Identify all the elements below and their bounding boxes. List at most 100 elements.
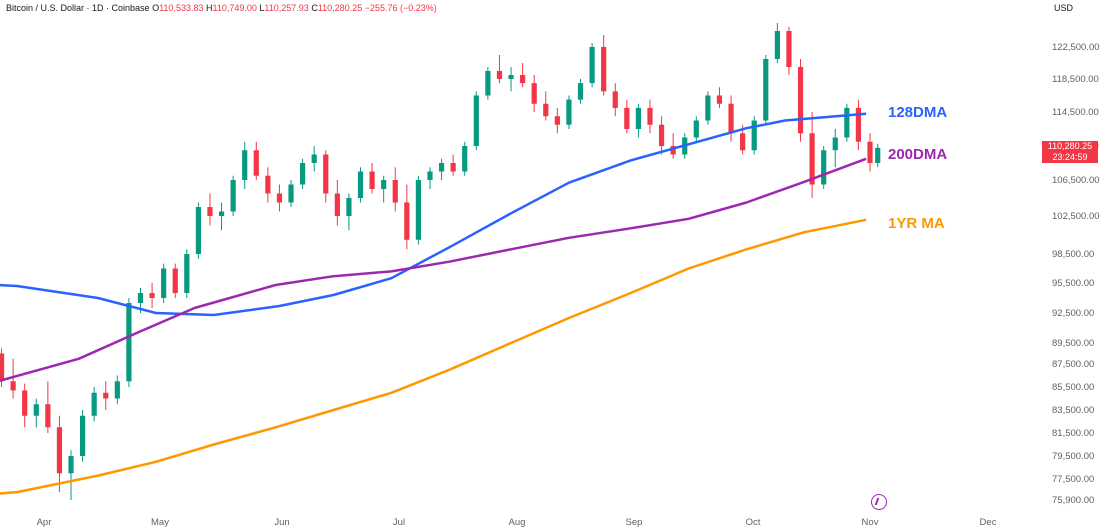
- candle: [670, 133, 676, 159]
- candle-body: [554, 116, 560, 125]
- candle-body: [716, 95, 723, 104]
- candle: [126, 298, 132, 387]
- candle: [647, 99, 653, 134]
- currency-label[interactable]: USD: [1054, 3, 1074, 13]
- candle: [728, 95, 734, 142]
- candle-body: [45, 404, 51, 428]
- candle-body: [137, 293, 144, 303]
- ma-line-3: [0, 218, 867, 495]
- candle-body: [300, 163, 306, 185]
- replay-icon[interactable]: [871, 494, 887, 510]
- candle-body: [635, 107, 642, 129]
- candle: [300, 158, 306, 189]
- candle: [10, 358, 16, 399]
- y-tick-label: 83,500.00: [1052, 405, 1094, 416]
- candle-body: [91, 392, 97, 416]
- candle-body: [751, 120, 757, 151]
- candle-body: [323, 154, 329, 194]
- candle: [508, 67, 514, 92]
- candle: [415, 175, 422, 245]
- candle-body: [763, 59, 769, 121]
- high-value: 110,749.00: [212, 3, 257, 13]
- candle: [357, 167, 364, 203]
- candle-body: [670, 146, 676, 155]
- candle: [253, 141, 259, 180]
- candle-body: [589, 47, 595, 84]
- candle: [427, 167, 433, 189]
- candle: [22, 383, 28, 428]
- change-value: −255.76 (−0.23%): [364, 3, 437, 13]
- candle-body: [392, 180, 398, 203]
- candle-body: [172, 268, 178, 293]
- bar-countdown: 23:24:59: [1052, 152, 1088, 162]
- candle: [566, 95, 572, 129]
- candle: [103, 381, 109, 410]
- candle-body: [797, 67, 804, 134]
- y-tick-label: 102,500.00: [1052, 211, 1100, 222]
- candle: [265, 167, 271, 203]
- candle-body: [184, 254, 190, 293]
- candle-body: [311, 154, 317, 163]
- x-tick-label: Nov: [862, 517, 879, 528]
- candle-body: [230, 180, 236, 212]
- candle-body: [207, 207, 213, 216]
- x-tick-label: Sep: [626, 517, 643, 528]
- candle-body: [450, 163, 456, 172]
- candle: [875, 143, 881, 168]
- x-axis: Apr May Jun Jul Aug Sep Oct Nov Dec: [37, 517, 997, 528]
- candle: [658, 116, 665, 155]
- candle: [311, 146, 317, 172]
- candle: [207, 193, 213, 226]
- candle-body: [485, 71, 491, 96]
- x-tick-label: Aug: [509, 517, 526, 528]
- candle-body: [786, 31, 792, 67]
- y-tick-label: 81,500.00: [1052, 428, 1094, 439]
- y-tick-label: 114,500.00: [1052, 107, 1099, 118]
- candle: [230, 175, 236, 216]
- y-tick-label: 85,500.00: [1052, 382, 1094, 393]
- candle: [323, 150, 329, 203]
- candle-body: [218, 211, 225, 216]
- open-value: 110,533.83: [159, 3, 204, 13]
- last-price-badge: 110,280.25 23:24:59: [1042, 141, 1098, 163]
- candle-body: [543, 103, 549, 117]
- candle-body: [728, 103, 734, 134]
- candle: [438, 158, 445, 180]
- candle-body: [161, 268, 167, 298]
- candle: [218, 202, 225, 231]
- candle-body: [809, 133, 815, 185]
- candle: [33, 398, 39, 428]
- candle: [543, 91, 549, 121]
- candle-body: [658, 124, 665, 146]
- candle: [531, 75, 537, 112]
- candle-body: [438, 163, 445, 172]
- x-tick-label: Apr: [37, 517, 52, 528]
- candle: [242, 141, 248, 189]
- label-1yr-ma: 1YR MA: [888, 215, 945, 232]
- candle: [45, 381, 51, 433]
- candle-body: [462, 146, 468, 172]
- y-tick-label: 95,500.00: [1052, 278, 1094, 289]
- candle: [577, 79, 584, 104]
- candle-body: [346, 198, 352, 216]
- candle-body: [56, 427, 63, 474]
- candle: [786, 27, 792, 75]
- open-label: O: [152, 3, 160, 13]
- candle: [79, 410, 86, 462]
- candle: [601, 35, 607, 96]
- candle-body: [473, 95, 479, 146]
- candle: [832, 129, 838, 168]
- candle-body: [875, 147, 881, 163]
- candle-body: [774, 31, 780, 59]
- candle: [763, 55, 769, 125]
- candlesticks: [0, 23, 881, 500]
- candle: [149, 283, 155, 308]
- candle: [612, 83, 618, 117]
- candle: [288, 180, 294, 207]
- candle-body: [415, 180, 422, 240]
- candle-body: [855, 107, 862, 142]
- label-200dma: 200DMA: [888, 146, 947, 163]
- candle: [392, 167, 398, 212]
- candle: [68, 450, 74, 500]
